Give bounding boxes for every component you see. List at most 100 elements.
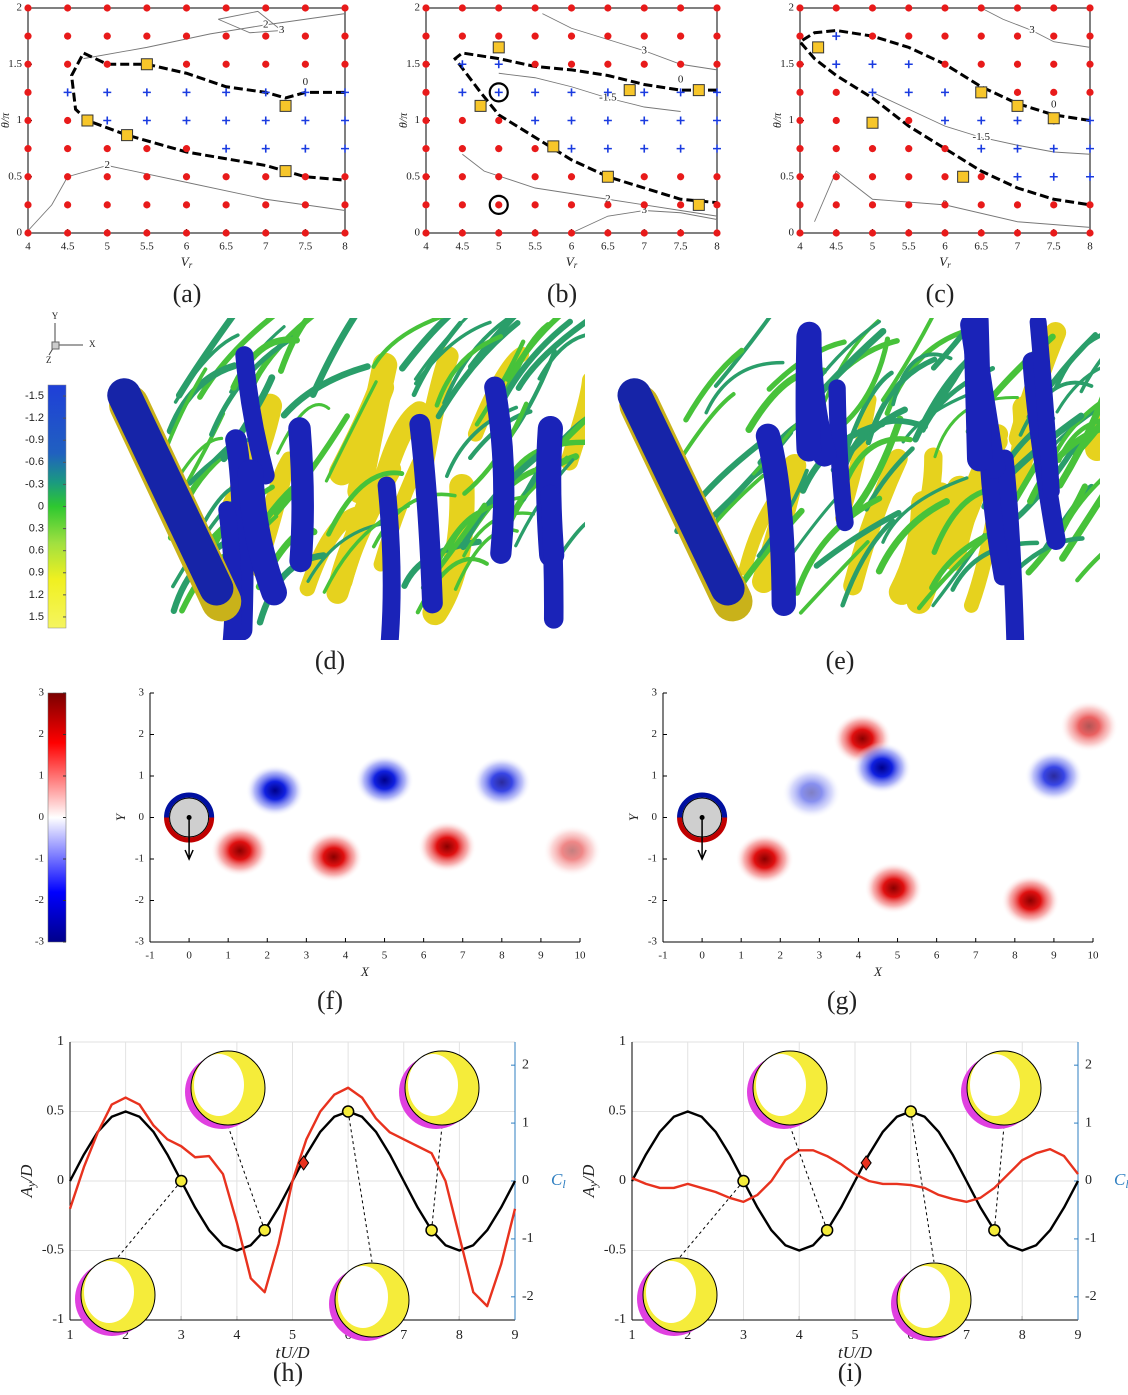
panel-caption: (c) — [926, 279, 955, 308]
point — [458, 145, 466, 153]
y2-tick-label: 2 — [1085, 1057, 1092, 1072]
square-marker — [975, 86, 988, 99]
green-vortex-tube — [371, 318, 445, 369]
lock-in-point — [458, 88, 467, 97]
inset-arrow — [117, 1180, 182, 1258]
square-marker — [279, 99, 292, 112]
shear-layer-negative — [164, 792, 215, 818]
x-tick-label: 7.5 — [674, 241, 688, 253]
point — [262, 4, 270, 12]
inset-arrow — [910, 1111, 935, 1263]
x-tick-label: 7.5 — [1047, 241, 1061, 253]
point — [301, 60, 309, 68]
contour-line — [83, 13, 346, 60]
x-tick-label: 5 — [852, 1328, 859, 1343]
contour-label: -1.5 — [599, 92, 617, 104]
lock-in-point — [1086, 172, 1094, 181]
green-vortex-tube — [326, 470, 405, 537]
point — [262, 201, 270, 209]
phase-marker — [258, 1223, 271, 1237]
point — [531, 145, 539, 153]
y-axis-label-part: /D — [579, 1164, 598, 1183]
axis-triad — [48, 323, 83, 356]
y-tick-label: 3 — [652, 687, 658, 699]
point — [905, 145, 913, 153]
yellow-tube — [560, 373, 585, 471]
square-marker — [279, 165, 292, 178]
point — [868, 173, 877, 181]
point — [640, 173, 648, 181]
panel-caption: (i) — [838, 1358, 863, 1387]
inset-outline — [966, 1050, 1042, 1126]
lock-in-point — [341, 88, 349, 97]
point — [677, 32, 685, 40]
y-axis-label: θ/π — [770, 112, 784, 128]
green-vortex-tube — [276, 403, 331, 455]
contour-label: 2 — [605, 193, 611, 205]
inset-core — [970, 1054, 1020, 1116]
x-tick-label: 5 — [496, 241, 502, 253]
vortex — [472, 756, 532, 808]
colorbar-tick-label: -1.5 — [25, 390, 44, 402]
x-tick-label: 6 — [569, 241, 575, 253]
point — [1086, 201, 1094, 209]
contour-line — [814, 170, 1091, 228]
green-vortex-tube — [1059, 478, 1100, 537]
blue-vortex-tube — [755, 423, 796, 616]
inset-outline — [752, 1050, 828, 1126]
x-tick-label: 7 — [973, 950, 979, 962]
point — [677, 173, 685, 181]
lock-in-point — [301, 144, 310, 153]
x-tick-label: 9 — [1075, 1328, 1082, 1343]
point — [796, 229, 804, 237]
lock-in-point — [713, 88, 721, 97]
square-marker — [547, 140, 560, 153]
square-marker — [121, 129, 134, 142]
point — [301, 173, 309, 181]
x-tick-label: -1 — [658, 950, 667, 962]
point — [640, 32, 648, 40]
lock-in-point — [182, 88, 191, 97]
lock-in-point — [832, 60, 841, 69]
x-tick-label: 4 — [796, 1328, 803, 1343]
x-tick-label: 1 — [629, 1328, 636, 1343]
y-tick-label: 1 — [17, 114, 23, 126]
x-tick-label: 6 — [942, 241, 948, 253]
y-tick-label: 1 — [415, 114, 421, 126]
vortex — [782, 766, 841, 819]
lock-in-point — [261, 144, 270, 153]
green-vortex-tube — [794, 495, 883, 596]
point — [422, 60, 430, 68]
contour-line — [27, 165, 346, 232]
y-axis-label-part: A — [17, 1186, 36, 1198]
point — [64, 201, 72, 209]
point — [341, 60, 349, 68]
contour-label: 3 — [279, 24, 285, 36]
x-tick-label: 5 — [105, 241, 111, 253]
crossing-marker — [298, 1155, 310, 1171]
point — [24, 173, 32, 181]
x-tick-label: 10 — [1088, 950, 1100, 962]
point — [495, 145, 503, 153]
green-vortex-tube — [435, 320, 521, 420]
lock-in-point — [341, 144, 349, 153]
y2-tick-label: 1 — [522, 1115, 529, 1130]
point — [531, 4, 539, 12]
point — [341, 173, 349, 181]
point — [222, 201, 230, 209]
point — [905, 116, 913, 125]
point — [103, 229, 111, 237]
point — [341, 32, 349, 40]
point — [64, 4, 72, 12]
point — [941, 4, 949, 12]
point — [64, 229, 72, 237]
isosurface-render — [617, 318, 1100, 640]
point — [677, 4, 685, 12]
x-tick-label: 7.5 — [299, 241, 313, 253]
phase-marker — [175, 1174, 188, 1188]
point — [677, 201, 685, 209]
x-axis-label: Vr — [566, 254, 578, 270]
green-vortex-tube — [1027, 425, 1100, 505]
y-tick-label: -2 — [135, 894, 144, 906]
